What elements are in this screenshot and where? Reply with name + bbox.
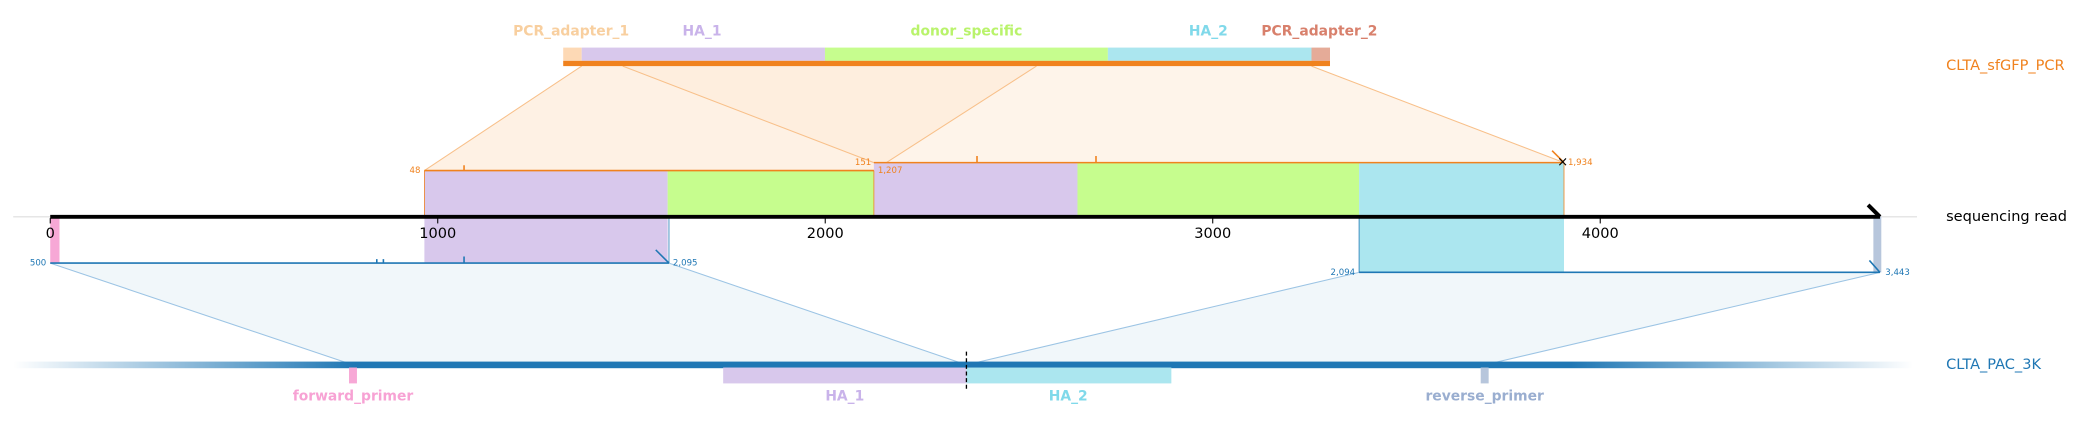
feature-label: PCR_adapter_2: [1261, 24, 1377, 40]
feature-block: [966, 367, 1172, 384]
alignment: [50, 216, 1881, 274]
reference-name: CLTA_PAC_3K: [1946, 357, 2041, 373]
feature-label: HA_2: [1049, 389, 1088, 405]
feature-block: [873, 162, 1078, 217]
tick-label: 4000: [1582, 226, 1619, 242]
feature-label: HA_1: [683, 24, 722, 40]
alignment-start: 2,094: [1331, 268, 1356, 278]
feature-block: [1077, 162, 1360, 217]
alignment-start: 151: [855, 158, 871, 168]
tick-label: 2000: [807, 226, 844, 242]
feature-block: [667, 170, 874, 217]
alignment-end: 2,095: [673, 259, 698, 269]
feature-block: [1311, 47, 1330, 61]
alignment: [423, 150, 1565, 217]
feature-block: [1107, 47, 1312, 61]
read-name: sequencing read: [1946, 209, 2067, 225]
feature-block: [349, 367, 357, 384]
funnel: [966, 272, 1880, 365]
feature-label: reverse_primer: [1425, 389, 1544, 405]
reference-bar: [563, 60, 1330, 67]
feature-block: [1480, 367, 1489, 384]
funnel-edges: [50, 262, 1881, 366]
feature-block: [50, 216, 60, 264]
reference-bar: [13, 361, 1914, 369]
tick-label: 0: [46, 226, 55, 242]
reference-name: CLTA_sfGFP_PCR: [1946, 58, 2065, 74]
feature-label: forward_primer: [293, 389, 414, 405]
feature-label: PCR_adapter_1: [513, 24, 629, 40]
funnel: [622, 66, 1565, 163]
feature-label: HA_2: [1189, 24, 1228, 40]
feature-label: donor_specific: [911, 24, 1023, 40]
feature-block: [1873, 216, 1882, 273]
feature-block: [581, 47, 825, 61]
mismatch-mark: ×: [1557, 155, 1568, 170]
feature-block: [824, 47, 1108, 61]
feature-block: [723, 367, 967, 384]
alignment-end: 1,207: [878, 166, 903, 176]
tick-label: 3000: [1194, 226, 1231, 242]
tick-label: 1000: [419, 226, 456, 242]
read-axis: 0 1000 2000 3000 4000: [46, 203, 1882, 242]
alignment-start: 500: [30, 259, 46, 269]
read-arrow: [1866, 203, 1882, 219]
funnel: [50, 263, 967, 365]
alignment-start: 48: [409, 166, 420, 176]
alignment-end: 3,443: [1885, 268, 1910, 278]
feature-label: HA_1: [825, 389, 864, 405]
funnel-edges: [424, 65, 1565, 171]
alignment-end: 1,934: [1568, 158, 1593, 168]
feature-block: [563, 47, 582, 61]
